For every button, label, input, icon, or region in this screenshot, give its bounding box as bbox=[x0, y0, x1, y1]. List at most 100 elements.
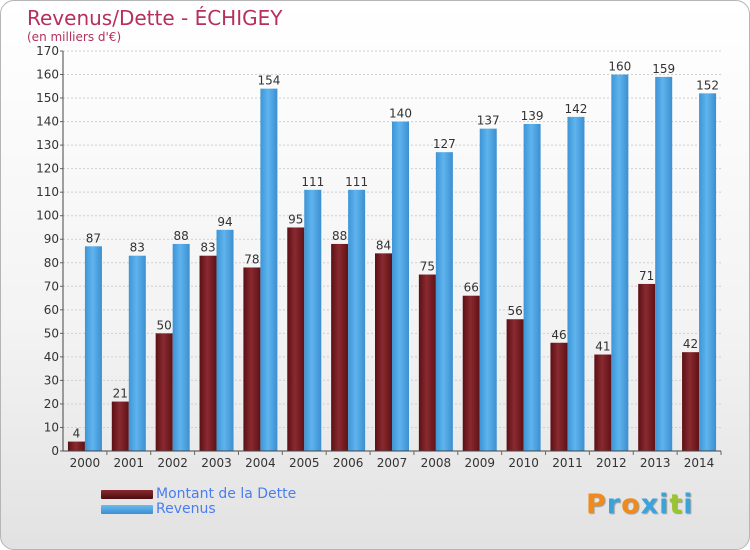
y-tick-label: 160 bbox=[36, 68, 59, 82]
bar-debt bbox=[287, 227, 305, 451]
bar-debt bbox=[550, 342, 568, 451]
data-label-debt: 71 bbox=[639, 269, 654, 283]
x-tick-label: 2002 bbox=[157, 456, 188, 470]
data-label-revenue: 159 bbox=[652, 62, 675, 76]
bar-debt bbox=[243, 267, 261, 451]
data-label-revenue: 154 bbox=[257, 74, 280, 88]
data-label-revenue: 88 bbox=[174, 229, 189, 243]
data-label-revenue: 111 bbox=[301, 175, 324, 189]
brand-letter: i bbox=[683, 489, 694, 520]
brand-letter: o bbox=[621, 489, 641, 520]
x-tick-label: 2012 bbox=[596, 456, 627, 470]
bar-revenue bbox=[479, 128, 497, 451]
x-tick-label: 2000 bbox=[70, 456, 101, 470]
x-tick-label: 2010 bbox=[508, 456, 539, 470]
bar-revenue bbox=[435, 152, 453, 452]
y-tick-label: 90 bbox=[44, 232, 59, 246]
bar-debt bbox=[111, 401, 129, 451]
y-tick-label: 110 bbox=[36, 185, 59, 199]
brand-letter: i bbox=[659, 489, 670, 520]
bar-revenue bbox=[304, 189, 322, 451]
data-label-revenue: 137 bbox=[477, 114, 500, 128]
data-label-revenue: 140 bbox=[389, 107, 412, 121]
legend-swatch-revenue bbox=[101, 505, 153, 514]
data-label-revenue: 127 bbox=[433, 137, 456, 151]
bar-revenue bbox=[392, 121, 409, 452]
x-tick-label: 2003 bbox=[201, 456, 232, 470]
legend-label-revenue: Revenus bbox=[156, 501, 216, 517]
y-tick-label: 20 bbox=[44, 397, 59, 411]
data-label-debt: 21 bbox=[113, 387, 128, 401]
chart-title: Revenus/Dette - ÉCHIGEY bbox=[27, 6, 283, 30]
y-tick-label: 120 bbox=[36, 162, 59, 176]
x-tick-label: 2013 bbox=[640, 456, 671, 470]
data-label-debt: 4 bbox=[73, 427, 81, 441]
y-tick-label: 100 bbox=[36, 209, 59, 223]
brand-letter: x bbox=[640, 489, 660, 520]
bar-debt bbox=[506, 319, 524, 451]
x-tick-label: 2008 bbox=[421, 456, 452, 470]
bar-revenue bbox=[172, 243, 190, 451]
x-tick-label: 2007 bbox=[377, 456, 408, 470]
data-label-debt: 78 bbox=[244, 252, 259, 266]
y-tick-label: 70 bbox=[44, 279, 59, 293]
data-label-revenue: 87 bbox=[86, 231, 101, 245]
data-label-debt: 56 bbox=[507, 304, 522, 318]
bar-debt bbox=[638, 283, 656, 451]
y-tick-label: 140 bbox=[36, 115, 59, 129]
x-tick-label: 2001 bbox=[114, 456, 145, 470]
data-label-revenue: 111 bbox=[345, 175, 368, 189]
data-label-debt: 42 bbox=[683, 337, 698, 351]
data-label-revenue: 94 bbox=[217, 215, 232, 229]
data-label-debt: 75 bbox=[420, 260, 435, 274]
bar-revenue bbox=[611, 74, 629, 451]
x-tick-label: 2014 bbox=[684, 456, 715, 470]
bar-debt bbox=[199, 255, 217, 451]
y-tick-label: 130 bbox=[36, 138, 59, 152]
y-tick-label: 50 bbox=[44, 326, 59, 340]
brand-letter: t bbox=[669, 489, 684, 520]
bar-revenue bbox=[84, 246, 102, 451]
data-label-revenue: 160 bbox=[608, 60, 631, 74]
y-tick-label: 60 bbox=[44, 303, 59, 317]
data-label-revenue: 139 bbox=[521, 109, 544, 123]
bar-revenue bbox=[128, 255, 146, 451]
bar-revenue bbox=[348, 189, 366, 451]
bar-revenue bbox=[655, 76, 673, 451]
x-tick-label: 2005 bbox=[289, 456, 320, 470]
data-label-debt: 46 bbox=[551, 328, 566, 342]
data-label-revenue: 152 bbox=[696, 78, 719, 92]
data-label-debt: 88 bbox=[332, 229, 347, 243]
x-tick-label: 2011 bbox=[552, 456, 583, 470]
x-tick-label: 2009 bbox=[464, 456, 495, 470]
bar-debt bbox=[418, 274, 436, 451]
data-label-debt: 41 bbox=[595, 340, 610, 354]
data-label-debt: 66 bbox=[464, 281, 479, 295]
bar-revenue bbox=[216, 229, 234, 451]
bar-revenue bbox=[567, 116, 585, 451]
y-tick-label: 40 bbox=[44, 350, 59, 364]
data-label-debt: 84 bbox=[376, 238, 391, 252]
bar-revenue bbox=[523, 123, 541, 452]
brand-letter: P bbox=[586, 489, 607, 520]
x-tick-label: 2004 bbox=[245, 456, 276, 470]
bar-debt bbox=[682, 352, 700, 451]
data-label-debt: 83 bbox=[200, 241, 215, 255]
bar-debt bbox=[67, 441, 85, 451]
y-tick-label: 10 bbox=[44, 420, 59, 434]
y-tick-label: 80 bbox=[44, 256, 59, 270]
data-label-revenue: 142 bbox=[565, 102, 588, 116]
x-tick-label: 2006 bbox=[333, 456, 364, 470]
legend-swatch-debt bbox=[101, 490, 153, 499]
y-tick-label: 30 bbox=[44, 373, 59, 387]
brand-letter: r bbox=[606, 489, 622, 520]
bar-debt bbox=[594, 354, 612, 451]
bar-revenue bbox=[699, 93, 717, 452]
chart-subtitle: (en milliers d'€) bbox=[27, 30, 122, 44]
bar-debt bbox=[331, 243, 349, 451]
brand-logo: Proxiti bbox=[586, 489, 694, 520]
bar-revenue bbox=[260, 88, 278, 451]
bar-debt bbox=[462, 295, 480, 451]
